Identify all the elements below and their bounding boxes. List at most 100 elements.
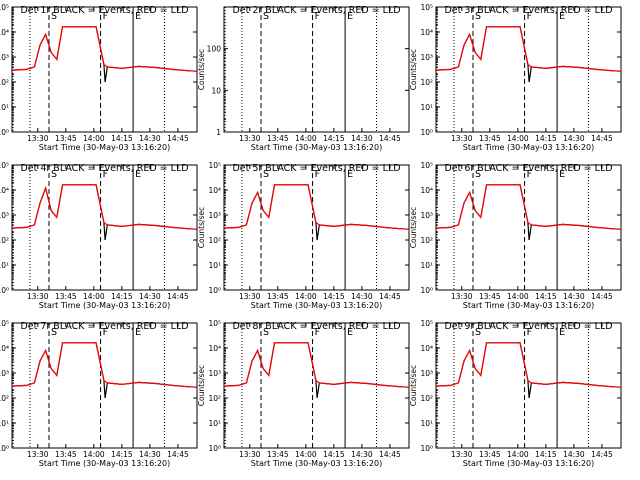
y-tick-label: 10⁵ xyxy=(208,319,221,328)
y-tick-label: 10¹ xyxy=(420,261,433,270)
series-line-lld xyxy=(223,342,410,388)
x-tick-label: 14:30 xyxy=(351,292,373,301)
x-tick-label: 14:45 xyxy=(167,134,189,143)
y-tick-label: 10¹ xyxy=(0,103,9,112)
plot-frame xyxy=(223,6,410,133)
chart-title: Det 2r BLACK = Events, RED = LLD xyxy=(232,5,400,16)
x-tick-label: 14:30 xyxy=(139,292,161,301)
chart-title: Det 4r BLACK = Events, RED = LLD xyxy=(20,163,188,174)
marker-label: F xyxy=(103,327,108,338)
y-tick-label: 10⁰ xyxy=(0,444,9,453)
series-line-lld xyxy=(11,184,198,230)
x-tick-label: 13:45 xyxy=(479,292,501,301)
x-tick-label: 13:30 xyxy=(239,292,261,301)
marker-label: S xyxy=(475,169,481,180)
y-axis-label: Counts/sec xyxy=(197,49,206,90)
x-tick-label: 13:45 xyxy=(55,134,77,143)
x-axis-label: Start Time (30-May-03 13:16:20) xyxy=(251,143,382,152)
marker-label: S xyxy=(51,169,57,180)
y-tick-label: 10² xyxy=(420,394,433,403)
x-tick-label: 13:45 xyxy=(267,450,289,459)
x-tick-label: 14:15 xyxy=(111,450,133,459)
x-tick-label: 14:30 xyxy=(351,134,373,143)
marker-label: E xyxy=(135,327,141,338)
x-tick-label: 13:45 xyxy=(267,292,289,301)
chart-panel-5: Det 5r BLACK = Events, RED = LLD 10⁰ 10¹ 10… xyxy=(197,161,410,310)
y-tick-label: 10¹ xyxy=(420,419,433,428)
x-tick-label: 14:15 xyxy=(111,292,133,301)
x-tick-label: 13:30 xyxy=(27,134,49,143)
y-tick-label: 10¹ xyxy=(0,419,9,428)
x-tick-label: 14:15 xyxy=(323,450,345,459)
y-tick-label: 10⁵ xyxy=(0,3,9,12)
chart-panel-8: Det 8r BLACK = Events, RED = LLD 10⁰ 10¹ 10… xyxy=(197,319,410,468)
y-tick-label: 10³ xyxy=(0,369,9,378)
marker-label: S xyxy=(263,169,269,180)
series-line-events xyxy=(11,26,198,83)
y-tick-label: 10⁵ xyxy=(0,161,9,170)
y-axis-label: Counts/sec xyxy=(197,365,206,406)
x-axis-label: Start Time (30-May-03 13:16:20) xyxy=(463,143,594,152)
chart-panel-6: Det 6r BLACK = Events, RED = LLD 10⁰ 10¹ 10… xyxy=(409,161,622,310)
y-tick-label: 10² xyxy=(420,236,433,245)
x-tick-label: 13:45 xyxy=(479,134,501,143)
chart-panel-4: Det 4r BLACK = Events, RED = LLD 10⁰ 10¹ 10… xyxy=(0,161,198,310)
y-tick-label: 10⁴ xyxy=(0,344,9,353)
chart-title: Det 5r BLACK = Events, RED = LLD xyxy=(232,163,400,174)
y-tick-label: 1 xyxy=(216,128,221,137)
x-tick-label: 14:30 xyxy=(351,450,373,459)
x-tick-label: 13:30 xyxy=(239,450,261,459)
series-line-events xyxy=(435,26,622,83)
y-tick-label: 100 xyxy=(207,45,222,54)
y-tick-label: 10⁵ xyxy=(0,319,9,328)
chart-title: Det 3r BLACK = Events, RED = LLD xyxy=(444,5,612,16)
x-tick-label: 14:00 xyxy=(507,450,529,459)
x-tick-label: 14:45 xyxy=(591,450,613,459)
chart-panel-2: Det 2r BLACK = Events, RED = LLD 1 10 100 13… xyxy=(197,5,410,152)
chart-panel-3: Det 3r BLACK = Events, RED = LLD 10⁰ 10¹ 10… xyxy=(409,3,622,152)
x-tick-label: 13:30 xyxy=(451,292,473,301)
chart-panel-1: Det 1r BLACK = Events, RED = LLD 10⁰ 10¹ 10… xyxy=(0,3,198,152)
marker-label: F xyxy=(315,11,320,22)
marker-label: E xyxy=(347,327,353,338)
x-tick-label: 14:00 xyxy=(83,292,105,301)
y-tick-label: 10⁴ xyxy=(208,344,221,353)
series-line-events xyxy=(11,342,198,399)
x-axis-label: Start Time (30-May-03 13:16:20) xyxy=(39,301,170,310)
chart-title: Det 7r BLACK = Events, RED = LLD xyxy=(20,321,188,332)
x-tick-label: 14:30 xyxy=(563,292,585,301)
x-tick-label: 13:30 xyxy=(451,134,473,143)
y-tick-label: 10² xyxy=(208,394,221,403)
x-tick-label: 14:45 xyxy=(167,450,189,459)
marker-label: E xyxy=(559,327,565,338)
chart-title: Det 1r BLACK = Events, RED = LLD xyxy=(20,5,188,16)
y-tick-label: 10⁴ xyxy=(420,186,433,195)
x-axis-label: Start Time (30-May-03 13:16:20) xyxy=(463,459,594,468)
x-tick-label: 13:30 xyxy=(451,450,473,459)
series-line-events xyxy=(435,342,622,399)
x-axis-label: Start Time (30-May-03 13:16:20) xyxy=(39,143,170,152)
y-tick-label: 10⁰ xyxy=(208,444,221,453)
x-tick-label: 14:15 xyxy=(323,292,345,301)
x-axis-label: Start Time (30-May-03 13:16:20) xyxy=(39,459,170,468)
y-tick-label: 10⁴ xyxy=(420,28,433,37)
x-tick-label: 14:15 xyxy=(111,134,133,143)
x-tick-label: 13:45 xyxy=(267,134,289,143)
x-tick-label: 13:45 xyxy=(55,450,77,459)
y-tick-label: 10³ xyxy=(420,53,433,62)
marker-label: S xyxy=(263,11,269,22)
y-tick-label: 10² xyxy=(0,236,9,245)
marker-label: S xyxy=(263,327,269,338)
marker-label: S xyxy=(51,327,57,338)
x-tick-label: 13:30 xyxy=(239,134,261,143)
y-tick-label: 10³ xyxy=(0,53,9,62)
series-line-events xyxy=(11,184,198,241)
x-tick-label: 14:00 xyxy=(507,134,529,143)
y-tick-label: 10³ xyxy=(0,211,9,220)
marker-label: F xyxy=(527,11,532,22)
marker-label: F xyxy=(103,169,108,180)
x-tick-label: 14:30 xyxy=(563,134,585,143)
x-tick-label: 14:45 xyxy=(591,292,613,301)
x-axis-label: Start Time (30-May-03 13:16:20) xyxy=(251,301,382,310)
x-tick-label: 14:00 xyxy=(295,134,317,143)
